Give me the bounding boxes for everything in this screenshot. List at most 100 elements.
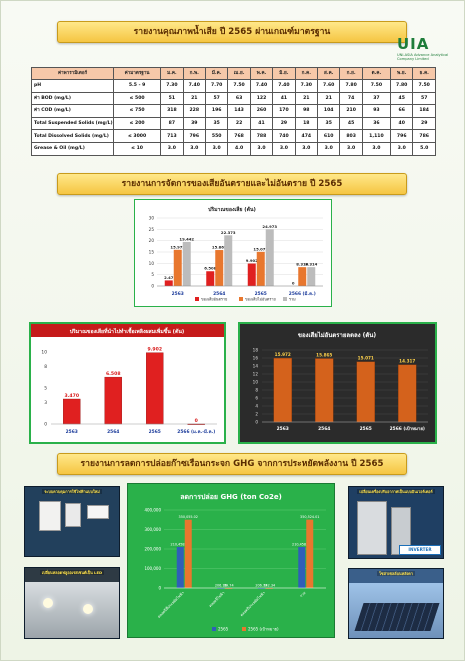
x-tick-label: รวม xyxy=(299,590,307,598)
value-cell: 3.0 xyxy=(204,141,229,156)
y-tick-label: 30 xyxy=(149,216,155,221)
standard-cell: 5.5 - 9 xyxy=(112,79,162,93)
value-cell: 3.0 xyxy=(272,141,296,156)
legend-swatch xyxy=(195,297,199,301)
legend-label: ของเสียไม่อันตราย xyxy=(245,297,276,302)
value-cell: 7.80 xyxy=(390,79,414,93)
value-cell: 5.0 xyxy=(412,141,436,156)
y-tick-label: 0 xyxy=(158,586,161,591)
value-cell: 7.30 xyxy=(160,79,184,93)
y-tick-label: 0 xyxy=(44,422,47,428)
data-label: 206.16 xyxy=(215,583,227,587)
bar-2565 (เป้าหมาย) xyxy=(184,519,192,588)
y-tick-label: 400,000 xyxy=(144,508,161,513)
table-row: pH 5.5 - 9 7.30 7.40 7.70 7.50 7.40 7.40 7.30 7.6… xyxy=(31,79,436,93)
legend-label: ของเสียอันตราย xyxy=(201,297,227,302)
data-label: 15.972 xyxy=(275,352,291,357)
led-caption: เปลี่ยนหลอดฟลูออเรสเซนต์เป็น LED xyxy=(39,570,105,575)
value-cell: 184 xyxy=(412,104,436,118)
value-cell: 36 xyxy=(361,116,392,131)
value-cell: 7.70 xyxy=(204,79,229,93)
header-month: มิ.ย. xyxy=(272,67,296,80)
recycled-chart: ปริมาณของเสียที่นำไปทำเชื้อเพลิงผสมเพิ่ม… xyxy=(31,324,224,435)
data-label: 15.865 xyxy=(316,353,332,358)
y-tick-label: 10 xyxy=(253,380,259,385)
y-tick-label: 10 xyxy=(149,261,155,266)
value-cell: 740 xyxy=(272,129,296,143)
value-cell: 21 xyxy=(316,91,341,106)
data-label: 206.79 xyxy=(255,583,267,587)
value-cell: 786 xyxy=(412,129,436,143)
non-hazardous-chart: ของเสียไม่อันตรายลดลง (ตัน) 0 2 4 6 8 10 12 14 16… xyxy=(253,331,428,432)
ghg-chart-panel: ลดการปล่อย GHG (ton Co2e) 0 100,000 200,000… xyxy=(127,483,335,638)
value-cell: 35 xyxy=(204,116,229,131)
data-label: 2.47 xyxy=(164,275,174,280)
y-tick-label: 3 xyxy=(44,400,47,406)
solar-panel-image xyxy=(354,603,440,631)
bar xyxy=(104,376,122,425)
value-cell: 4.0 xyxy=(227,141,251,156)
value-cell: 7.40 xyxy=(272,79,296,93)
bar-2565 xyxy=(257,587,265,589)
y-tick-label: 2 xyxy=(255,412,258,417)
inverter-badge: INVERTER xyxy=(399,545,441,555)
header-month: ก.ค. xyxy=(294,67,319,80)
bar-2565 (เป้าหมาย) xyxy=(265,587,273,589)
bar-ของเสียไม่อันตราย xyxy=(215,250,224,286)
bar-2565 xyxy=(176,546,184,588)
parameter-cell: pH xyxy=(31,79,114,93)
y-tick-label: 14 xyxy=(253,364,259,369)
chart-title: ปริมาณของเสีย (ตัน) xyxy=(208,206,256,213)
value-cell: 40 xyxy=(390,116,414,131)
ghg-chart: ลดการปล่อย GHG (ton Co2e) 0 100,000 200,000… xyxy=(144,493,326,632)
value-cell: 57 xyxy=(412,91,436,106)
standard-cell: ≤ 500 xyxy=(112,91,162,106)
data-label: 24.973 xyxy=(262,224,277,229)
value-cell: 788 xyxy=(249,129,274,143)
bar-2565 (เป้าหมาย) xyxy=(225,587,233,589)
value-cell: 228 xyxy=(182,104,206,118)
value-cell: 41 xyxy=(272,91,296,106)
value-cell: 768 xyxy=(227,129,251,143)
logo-line1: UNI-ASIA Advance Analytical xyxy=(397,53,449,57)
y-tick-label: 100,000 xyxy=(144,566,161,571)
recycled-chart-panel: ปริมาณของเสียที่นำไปทำเชื้อเพลิงผสมเพิ่ม… xyxy=(29,322,226,444)
value-cell: 196 xyxy=(204,104,229,118)
value-cell: 74 xyxy=(339,91,363,106)
data-label: 8.314 xyxy=(296,262,308,267)
value-cell: 39 xyxy=(182,116,206,131)
led-photo: เปลี่ยนหลอดฟลูออเรสเซนต์เป็น LED xyxy=(24,567,120,639)
value-cell: 7.50 xyxy=(412,79,436,93)
ceiling-image xyxy=(25,582,119,638)
y-tick-label: 6 xyxy=(255,396,258,401)
inverter-caption: เปลี่ยนเครื่องปรับอากาศเป็นแบบอินเวอร์เต… xyxy=(357,489,435,494)
value-cell: 18 xyxy=(294,116,319,131)
water-quality-table: ค่าพารามิเตอร์ ค่ามาตรฐาน ม.ค. ก.พ. มี.ค. เม.… xyxy=(31,67,436,156)
value-cell: 3.0 xyxy=(294,141,319,156)
water-quality-banner: รายงานคุณภาพน้ำเสีย ปี 2565 ผ่านเกณฑ์มาต… xyxy=(57,21,407,43)
table-row: ค่า BOD (mg/L) ≤ 500 51 21 57 63 122 41 21 21 74 37… xyxy=(31,91,436,106)
switch-panel-image xyxy=(65,503,81,527)
value-cell: 21 xyxy=(294,91,319,106)
bar xyxy=(63,398,81,425)
y-tick-label: 200,000 xyxy=(144,547,161,552)
data-label: 142.34 xyxy=(263,583,275,587)
data-label: 0 xyxy=(195,418,198,424)
y-tick-label: 10 xyxy=(41,350,47,356)
legend-label: 2565 (เป้าหมาย) xyxy=(248,627,279,632)
value-cell: 1,110 xyxy=(361,129,392,143)
value-cell: 22 xyxy=(227,116,251,131)
air-unit-image xyxy=(357,501,387,555)
y-tick-label: 5 xyxy=(151,272,154,277)
data-label: 350,055.02 xyxy=(179,515,198,519)
bar xyxy=(315,358,334,423)
bar-รวม xyxy=(307,267,316,286)
value-cell: 7.60 xyxy=(316,79,341,93)
value-cell: 7.80 xyxy=(339,79,363,93)
bar-รวม xyxy=(265,229,274,286)
header-month: มี.ค. xyxy=(204,67,229,80)
value-cell: 35 xyxy=(316,116,341,131)
legend-swatch xyxy=(239,297,243,301)
value-cell: 3.0 xyxy=(182,141,206,156)
bar xyxy=(146,352,164,425)
